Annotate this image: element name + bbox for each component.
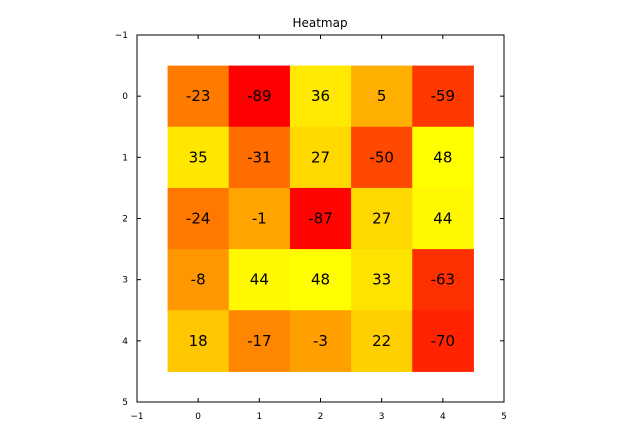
cell-value-label: 48	[433, 148, 452, 166]
heatmap-cell-r2-c2	[289, 187, 352, 250]
heatmap-cell-r2-c4	[412, 187, 474, 250]
x-tick-label: 2	[318, 412, 324, 422]
heatmap-cell-r3-c3	[351, 249, 413, 311]
cell-value-label: 44	[250, 271, 269, 289]
heatmap-cell-r4-c3	[351, 310, 413, 372]
cell-value-label: 5	[377, 87, 387, 105]
y-tick-label: 3	[122, 276, 128, 286]
x-tick-label: 4	[440, 412, 446, 422]
x-tick-label: 1	[256, 412, 262, 422]
heatmap-cell-r0-c0	[167, 65, 230, 128]
heatmap-cell-r0-c2	[289, 65, 352, 128]
heatmap-cells: -23 -89 36 5 -59 35 -31 27 -50 48 -24 -1 -87 27 44 -8 44…	[167, 65, 474, 372]
heatmap-cell-r4-c2	[289, 310, 352, 372]
heatmap-cell-r2-c3	[351, 187, 413, 250]
cell-value-label: 48	[311, 271, 330, 289]
cell-value-label: 27	[372, 210, 391, 228]
heatmap-cell-r0-c1	[228, 65, 291, 128]
cell-value-label: -8	[191, 271, 206, 289]
heatmap-cell-r1-c0	[167, 126, 230, 189]
cell-value-label: -50	[369, 148, 394, 166]
heatmap-cell-r1-c2	[289, 126, 352, 189]
cell-value-label: -31	[247, 148, 272, 166]
cell-value-label: -70	[431, 332, 456, 350]
x-tick-label: −1	[130, 412, 143, 422]
heatmap-cell-r1-c3	[351, 126, 413, 189]
cell-value-label: 44	[433, 210, 452, 228]
heatmap-cell-r4-c0	[167, 310, 230, 372]
y-tick-label: 2	[122, 215, 128, 225]
cell-value-label: -3	[313, 332, 328, 350]
chart-title: Heatmap	[292, 16, 347, 30]
heatmap-cell-r3-c2	[289, 249, 352, 311]
y-tick-label: −1	[115, 31, 128, 41]
heatmap-cell-r2-c1	[228, 187, 291, 250]
x-tick-label: 3	[379, 412, 385, 422]
y-tick-label: 4	[122, 337, 128, 347]
cell-value-label: -23	[186, 87, 211, 105]
cell-value-label: -87	[308, 210, 333, 228]
heatmap-cell-r3-c4	[412, 249, 474, 311]
x-tick-label: 5	[501, 412, 507, 422]
y-tick-label: 5	[122, 398, 128, 408]
heatmap-cell-r4-c4	[412, 310, 474, 372]
cell-value-label: -59	[431, 87, 456, 105]
heatmap-cell-r0-c3	[351, 65, 413, 128]
y-tick-label: 1	[122, 153, 128, 163]
cell-value-label: 27	[311, 148, 330, 166]
cell-value-label: 36	[311, 87, 330, 105]
heatmap-cell-r1-c1	[228, 126, 291, 189]
cell-value-label: 33	[372, 271, 391, 289]
cell-value-label: -24	[186, 210, 211, 228]
heatmap-cell-r4-c1	[228, 310, 291, 372]
cell-value-label: -89	[247, 87, 272, 105]
cell-value-label: -17	[247, 332, 272, 350]
cell-value-label: 22	[372, 332, 391, 350]
heatmap-cell-r2-c0	[167, 187, 230, 250]
cell-value-label: -63	[431, 271, 456, 289]
heatmap-cell-r0-c4	[412, 65, 474, 128]
cell-value-label: -1	[252, 210, 267, 228]
heatmap-cell-r1-c4	[412, 126, 474, 189]
cell-value-label: 35	[189, 148, 208, 166]
cell-value-label: 18	[189, 332, 208, 350]
heatmap-cell-r3-c1	[228, 249, 291, 311]
heatmap-cell-r3-c0	[167, 249, 230, 311]
y-tick-label: 0	[122, 92, 128, 102]
x-tick-label: 0	[195, 412, 201, 422]
